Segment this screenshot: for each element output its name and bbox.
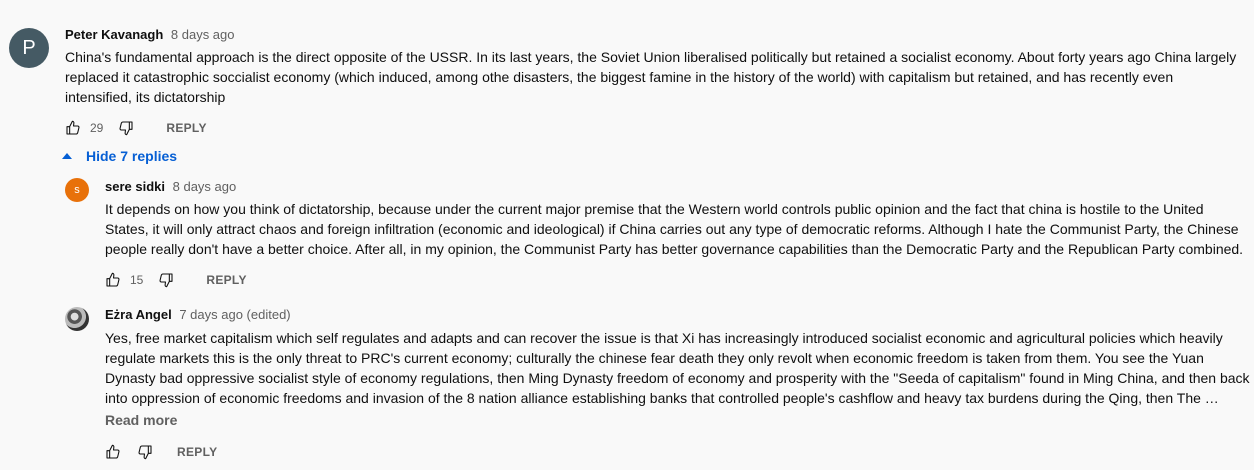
reply-button[interactable]: REPLY bbox=[177, 445, 218, 459]
like-count: 29 bbox=[90, 121, 104, 135]
reply-header: Eżra Angel 7 days ago (edited) bbox=[105, 307, 291, 322]
thumbs-down-icon[interactable] bbox=[137, 444, 153, 460]
reply-actions: REPLY bbox=[105, 444, 217, 460]
avatar[interactable] bbox=[65, 307, 89, 331]
avatar[interactable]: P bbox=[9, 28, 49, 68]
reply-time[interactable]: 8 days ago bbox=[172, 179, 237, 194]
thumbs-down-icon[interactable] bbox=[158, 272, 174, 288]
thumbs-up-icon[interactable] bbox=[105, 444, 121, 460]
thumbs-up-icon[interactable] bbox=[65, 120, 81, 136]
reply-button[interactable]: REPLY bbox=[206, 273, 247, 287]
comment-header: Peter Kavanagh 8 days ago bbox=[65, 27, 235, 42]
reply-text: It depends on how you think of dictators… bbox=[105, 201, 1244, 257]
reply-author[interactable]: Eżra Angel bbox=[105, 307, 172, 322]
read-more-button[interactable]: Read more bbox=[105, 412, 178, 428]
reply-button[interactable]: REPLY bbox=[166, 121, 207, 135]
avatar-letter: s bbox=[74, 184, 80, 196]
reply-time[interactable]: 7 days ago (edited) bbox=[179, 307, 291, 322]
reply-actions: 15 REPLY bbox=[105, 272, 247, 288]
hide-replies-label: Hide 7 replies bbox=[86, 148, 178, 164]
comment-author[interactable]: Peter Kavanagh bbox=[65, 27, 164, 42]
thumbs-up-icon[interactable] bbox=[105, 272, 121, 288]
comment-actions: 29 REPLY bbox=[65, 120, 207, 136]
hide-replies-toggle[interactable]: Hide 7 replies bbox=[62, 148, 177, 164]
reply-header: sere sidki 8 days ago bbox=[105, 179, 236, 194]
avatar-letter: P bbox=[22, 36, 36, 59]
reply-text: Yes, free market capitalism which self r… bbox=[105, 330, 1250, 406]
reply-author[interactable]: sere sidki bbox=[105, 179, 165, 194]
comment-text: China's fundamental approach is the dire… bbox=[65, 49, 1237, 105]
like-count: 15 bbox=[130, 273, 144, 287]
thumbs-down-icon[interactable] bbox=[118, 120, 134, 136]
caret-up-icon bbox=[62, 153, 72, 159]
avatar[interactable]: s bbox=[65, 178, 89, 202]
comment-time[interactable]: 8 days ago bbox=[170, 27, 235, 42]
